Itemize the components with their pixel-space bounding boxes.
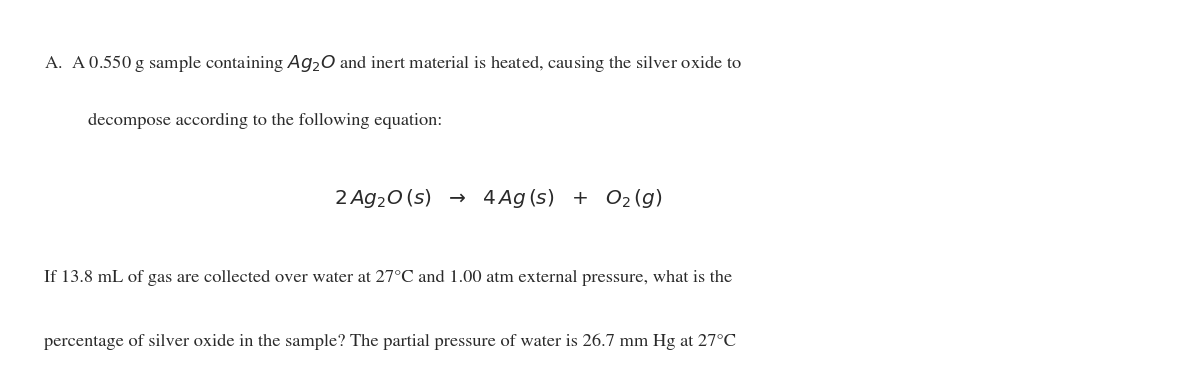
Text: If 13.8 mL of gas are collected over water at 27°C and 1.00 atm external pressur: If 13.8 mL of gas are collected over wat… [44,270,733,286]
Text: $2\,\mathit{Ag_2O}\,(s)\ \ \rightarrow\ \ 4\,\mathit{Ag}\,(s)\ \ +\ \ \mathit{O_: $2\,\mathit{Ag_2O}\,(s)\ \ \rightarrow\ … [334,188,662,210]
Text: decompose according to the following equation:: decompose according to the following equ… [88,112,442,129]
Text: percentage of silver oxide in the sample? The partial pressure of water is 26.7 : percentage of silver oxide in the sample… [44,334,737,350]
Text: A.  A 0.550 g sample containing $\mathit{Ag_2O}$ and inert material is heated, c: A. A 0.550 g sample containing $\mathit{… [44,53,743,74]
